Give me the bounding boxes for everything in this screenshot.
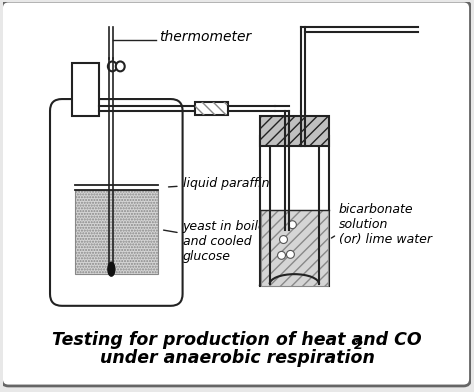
Circle shape — [289, 221, 296, 229]
Bar — [260, 116, 329, 145]
Bar — [195, 102, 228, 115]
Ellipse shape — [108, 62, 117, 71]
Text: bicarbonate
solution
(or) lime water: bicarbonate solution (or) lime water — [339, 203, 432, 246]
Bar — [72, 64, 100, 116]
Ellipse shape — [116, 62, 125, 71]
Ellipse shape — [108, 262, 115, 276]
Circle shape — [278, 251, 285, 260]
FancyBboxPatch shape — [50, 99, 182, 306]
Bar — [75, 190, 158, 274]
Text: yeast in boiled
and cooled
glucose: yeast in boiled and cooled glucose — [164, 220, 274, 263]
Text: thermometer: thermometer — [159, 30, 251, 44]
FancyBboxPatch shape — [1, 1, 471, 386]
Text: liquid paraffin: liquid paraffin — [169, 177, 269, 190]
Circle shape — [280, 236, 287, 243]
Text: 2: 2 — [354, 339, 363, 352]
Text: Testing for production of heat and CO: Testing for production of heat and CO — [52, 332, 422, 349]
Bar — [195, 102, 228, 115]
Circle shape — [286, 250, 294, 258]
Bar — [261, 210, 328, 286]
Text: under anaerobic respiration: under anaerobic respiration — [100, 349, 374, 367]
